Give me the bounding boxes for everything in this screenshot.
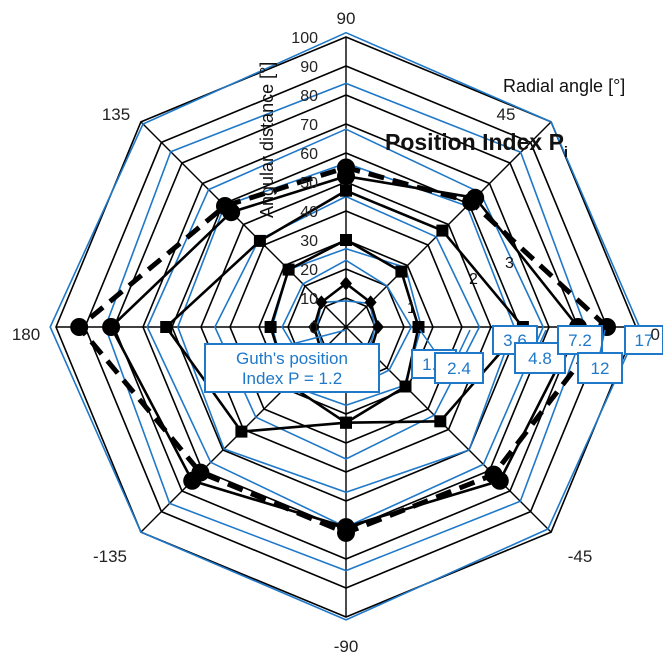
series-marker [337, 523, 355, 542]
series-line [164, 189, 524, 433]
callout-box [557, 325, 603, 355]
callout-box [577, 352, 623, 384]
angle-tick-label: -90 [334, 637, 359, 655]
series-marker [340, 234, 352, 246]
series-marker [340, 184, 352, 197]
callout-box [204, 343, 380, 393]
series-marker [371, 320, 384, 334]
angle-tick-label: -135 [93, 547, 127, 566]
radial-tick-label: 70 [300, 117, 318, 134]
callout-leader [291, 329, 347, 345]
angle-tick-label: 180 [12, 325, 40, 344]
callout-leader [419, 329, 435, 351]
callout-box [434, 352, 484, 384]
angular-axis-label: Radial angle [°] [503, 76, 625, 96]
callout-label: 17 [635, 331, 654, 350]
radial-tick-label: 100 [291, 30, 318, 47]
series-marker [484, 465, 503, 484]
callout-label: Guth's position [236, 349, 348, 368]
series-marker [462, 192, 481, 211]
labels-group: 0 45 90 135 180 -135 -90 -45 0 10 20 30 40 50 60 70 80 90… [12, 9, 660, 655]
series-marker [70, 318, 89, 336]
angle-tick-label: 0 [651, 325, 660, 344]
angle-tick-label: 45 [497, 105, 516, 124]
series-marker [434, 415, 447, 428]
angle-tick-label: 90 [337, 9, 356, 28]
radial-tick-label: 90 [300, 59, 318, 76]
radial-tick-label: 40 [300, 204, 318, 221]
series-marker [340, 416, 352, 429]
callout-label: Index P = 1.2 [242, 369, 342, 388]
inner-scale-label: 3 [505, 255, 514, 272]
series-marker [102, 318, 121, 336]
series-marker [160, 321, 173, 333]
angle-tick-label: -45 [568, 547, 593, 566]
radial-tick-label: 20 [300, 262, 318, 279]
series-marker [264, 321, 277, 333]
series-marker [308, 320, 321, 334]
grid-spoke-315 [345, 326, 552, 533]
inner-scale-label: 2 [469, 271, 478, 288]
series-marker [216, 197, 234, 215]
callout-leader [458, 329, 471, 354]
series-marker [337, 158, 355, 177]
series-marker [253, 234, 266, 247]
series-marker [191, 463, 210, 482]
radial-tick-label: 60 [300, 146, 318, 163]
callout-leader [539, 329, 547, 344]
radial-tick-label: 80 [300, 88, 318, 105]
angle-tick-label: 135 [102, 105, 130, 124]
series-marker [235, 425, 248, 438]
inner-scale-label: 1 [407, 300, 416, 317]
callout-label: 4.8 [528, 349, 552, 368]
isoline [214, 195, 481, 460]
chart-title: Position Index Pi [385, 129, 568, 161]
grid-spoke-135 [140, 121, 347, 328]
chart-title-subscript: i [564, 144, 568, 161]
series-marker [364, 295, 377, 310]
series-marker [282, 263, 295, 276]
series-marker [436, 224, 449, 237]
callout-leader [599, 329, 606, 354]
radial-tick-label: 50 [300, 175, 318, 192]
callout-label: 12 [591, 359, 610, 378]
grid-spoke-45 [345, 121, 552, 328]
callout-box [624, 325, 663, 355]
radial-tick-label: 30 [300, 233, 318, 250]
isoline [49, 31, 641, 621]
callout-box [514, 342, 566, 374]
callout-label: 7.2 [568, 331, 592, 350]
series-marker [399, 380, 412, 393]
isoline [146, 128, 545, 528]
series-marker [340, 276, 352, 291]
series-marker [315, 295, 328, 310]
callout-label: 2.4 [447, 359, 471, 378]
series-marker [412, 321, 425, 333]
radial-tick-label: 10 [300, 291, 318, 308]
series-marker [395, 265, 408, 278]
radial-axis-label: Angular distance [°] [257, 62, 277, 218]
radial-tick-label: 0 [309, 320, 318, 337]
